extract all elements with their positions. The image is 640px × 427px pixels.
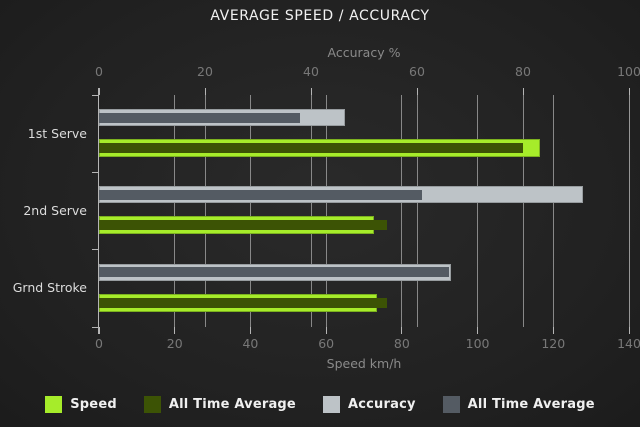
bottom-axis-tick: [174, 327, 176, 334]
legend-label: Speed: [70, 397, 117, 412]
top-axis-tick-label: 80: [515, 64, 531, 79]
gridline-speed: [325, 95, 327, 327]
legend-swatch-accuracy-avg: [442, 396, 460, 413]
bar-speed-all-time-average: [99, 143, 523, 153]
top-axis-tick-label: 0: [95, 64, 103, 79]
top-axis-tick-label: 60: [409, 64, 425, 79]
legend-item: Speed: [45, 396, 117, 413]
chart-title: AVERAGE SPEED / ACCURACY: [210, 8, 430, 24]
bottom-axis-tick: [325, 327, 327, 334]
gridline-speed: [249, 95, 251, 327]
legend-swatch-speed: [45, 396, 63, 413]
bottom-axis-tick-label: 100: [465, 336, 490, 351]
category-label: Grnd Stroke: [12, 280, 87, 296]
legend-swatch-accuracy: [322, 396, 340, 413]
bottom-axis-tick-label: 0: [95, 336, 103, 351]
gridline-speed: [552, 95, 554, 327]
top-axis-tick: [416, 88, 418, 95]
top-axis-tick: [98, 88, 100, 95]
legend-item: All Time Average: [442, 396, 595, 413]
top-axis-tick: [628, 88, 630, 95]
bar-accuracy-all-time-average: [99, 112, 301, 123]
legend-item: All Time Average: [143, 396, 296, 413]
bottom-axis-title: Speed km/h: [326, 356, 402, 371]
bar-speed-all-time-average: [99, 220, 387, 231]
bottom-axis-tick-label: 60: [318, 336, 335, 351]
gridline-speed: [477, 95, 479, 327]
legend-label: Accuracy: [347, 397, 416, 412]
legend-swatch-speed-avg: [143, 396, 161, 413]
top-axis-title: Accuracy %: [327, 45, 401, 60]
bottom-axis-tick-label: 40: [242, 336, 259, 351]
bottom-axis-tick: [628, 327, 630, 334]
bottom-axis-tick-label: 80: [393, 336, 410, 351]
top-axis-tick: [204, 88, 206, 95]
bottom-axis-tick-label: 140: [617, 336, 640, 351]
legend-label: All Time Average: [168, 397, 296, 412]
top-axis-tick-label: 20: [197, 64, 213, 79]
top-axis-tick: [522, 88, 524, 95]
bottom-axis-tick: [249, 327, 251, 334]
y-axis-line: [98, 88, 99, 334]
gridline-accuracy: [522, 95, 524, 327]
category-boundary-tick: [92, 171, 99, 173]
category-label: 2nd Serve: [23, 203, 87, 218]
gridline-accuracy: [628, 95, 630, 327]
legend-item: Accuracy: [322, 396, 416, 413]
gridline-accuracy: [204, 95, 206, 327]
gridline-speed: [401, 95, 403, 327]
gridline-accuracy: [310, 95, 312, 327]
gridline-accuracy: [416, 95, 418, 327]
bar-accuracy-all-time-average: [99, 267, 449, 278]
legend-label: All Time Average: [467, 397, 595, 412]
bottom-axis-tick: [477, 327, 479, 334]
plot-area: [99, 95, 630, 327]
category-boundary-tick: [92, 249, 99, 251]
legend: Speed All Time Average Accuracy All Time Av…: [0, 396, 640, 413]
bar-accuracy-all-time-average: [99, 189, 423, 200]
bottom-axis-tick: [98, 327, 100, 334]
bottom-axis-tick: [401, 327, 403, 334]
top-axis-tick: [310, 88, 312, 95]
top-axis-tick-label: 40: [303, 64, 319, 79]
category-boundary-tick: [92, 94, 99, 96]
bottom-axis-tick-label: 120: [541, 336, 566, 351]
bar-speed-all-time-average: [99, 297, 387, 308]
category-label: 1st Serve: [27, 125, 87, 141]
top-axis-tick-label: 100: [617, 64, 640, 79]
gridline-speed: [174, 95, 176, 327]
bottom-axis-tick: [552, 327, 554, 334]
category-boundary-tick: [92, 326, 99, 328]
bottom-axis-tick-label: 20: [166, 336, 183, 351]
